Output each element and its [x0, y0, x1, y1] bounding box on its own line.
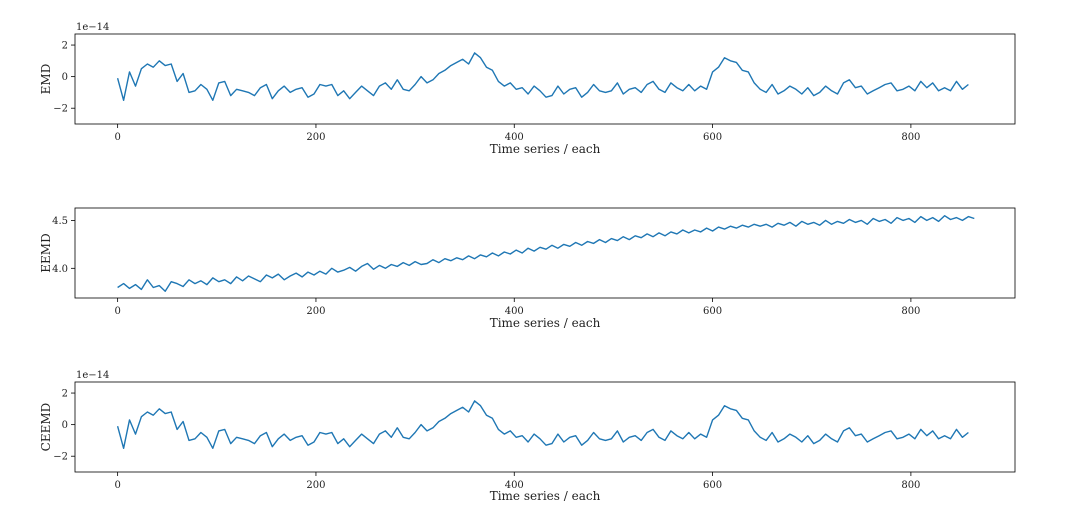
panel-eemd: 0 200 400 600 800 4.04.5 Time series / each … — [39, 207, 1016, 330]
emd-y-axis-label: EMD — [39, 64, 53, 95]
ceemd-y-tick-label-2: 2 — [62, 389, 68, 400]
eemd-x-tick-label-2: 400 — [505, 306, 524, 317]
eemd-marks — [117, 214, 975, 292]
emd-series-line-0 — [116, 52, 969, 102]
ceemd-x-tick-label-3: 600 — [703, 480, 722, 491]
eemd-x-tick-label-3: 600 — [703, 306, 722, 317]
ceemd-x-axis-label: Time series / each — [490, 489, 601, 503]
emd-x-tick-label-0: 0 — [114, 132, 120, 143]
emd-y-tick-label-1: 0 — [62, 72, 68, 83]
panel-emd: 1e−14 0 200 400 600 800 −2 0 2 Time series / e… — [39, 22, 1016, 156]
emd-x-tick-label-3: 600 — [703, 132, 722, 143]
emd-x-tick-label-2: 400 — [505, 132, 524, 143]
emd-x-tick-label-4: 800 — [901, 132, 920, 143]
ceemd-y-tick-label-1: 0 — [62, 420, 68, 431]
eemd-series-line-0 — [117, 214, 975, 292]
ceemd-marks — [116, 400, 969, 449]
eemd-y-tick-label-0: 4.0 — [52, 264, 68, 275]
emd-marks — [116, 52, 969, 102]
eemd-x-ticks: 0 200 400 600 800 — [114, 298, 920, 317]
eemd-x-tick-label-1: 200 — [306, 306, 325, 317]
ceemd-y-ticks: −2 0 2 — [53, 389, 75, 463]
emd-y-ticks: −2 0 2 — [53, 41, 75, 115]
emd-y-tick-label-2: 2 — [62, 41, 68, 52]
eemd-y-ticks: 4.0 4.5 — [52, 216, 75, 275]
eemd-y-tick-label-1: 4.5 — [52, 216, 68, 227]
ceemd-y-tick-label-0: −2 — [53, 452, 68, 463]
emd-x-axis-label: Time series / each — [490, 142, 601, 156]
ceemd-x-tick-label-4: 800 — [901, 480, 920, 491]
emd-x-tick-label-1: 200 — [306, 132, 325, 143]
emd-y-tick-label-0: −2 — [53, 104, 68, 115]
eemd-axes-frame — [74, 207, 1016, 299]
eemd-x-tick-label-0: 0 — [114, 306, 120, 317]
eemd-x-tick-label-4: 800 — [901, 306, 920, 317]
ceemd-offset-text: 1e−14 — [76, 370, 109, 381]
ceemd-x-tick-label-1: 200 — [306, 480, 325, 491]
panel-ceemd: 1e−14 0 200 400 600 800 −2 0 2 Time series / e… — [39, 370, 1016, 503]
ceemd-series-line-0 — [116, 400, 969, 449]
ceemd-x-tick-label-2: 400 — [505, 480, 524, 491]
ceemd-axes-frame — [74, 381, 1016, 473]
eemd-y-axis-label: EEMD — [39, 233, 53, 272]
emd-x-ticks: 0 200 400 600 800 — [114, 124, 920, 143]
eemd-x-axis-label: Time series / each — [490, 316, 601, 330]
emd-offset-text: 1e−14 — [76, 22, 109, 33]
ceemd-x-tick-label-0: 0 — [114, 480, 120, 491]
ceemd-y-axis-label: CEEMD — [39, 403, 53, 452]
ceemd-x-ticks: 0 200 400 600 800 — [114, 472, 920, 491]
emd-axes-frame — [74, 33, 1016, 125]
